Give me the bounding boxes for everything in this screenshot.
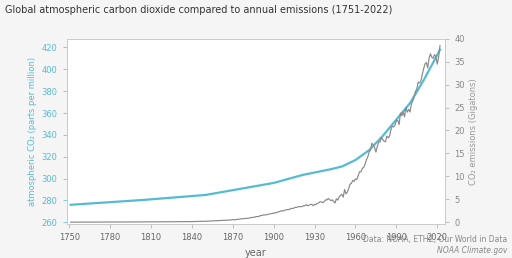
- Text: Data: NOAA, ETHZ, Our World in Data: Data: NOAA, ETHZ, Our World in Data: [362, 235, 507, 244]
- Text: NOAA Climate.gov: NOAA Climate.gov: [437, 246, 507, 255]
- Y-axis label: atmospheric CO₂ (parts per million): atmospheric CO₂ (parts per million): [28, 57, 37, 206]
- Y-axis label: CO₂ emissions (Gigatons): CO₂ emissions (Gigatons): [470, 78, 478, 185]
- Text: Global atmospheric carbon dioxide compared to annual emissions (1751-2022): Global atmospheric carbon dioxide compar…: [5, 5, 393, 15]
- X-axis label: year: year: [245, 248, 267, 258]
